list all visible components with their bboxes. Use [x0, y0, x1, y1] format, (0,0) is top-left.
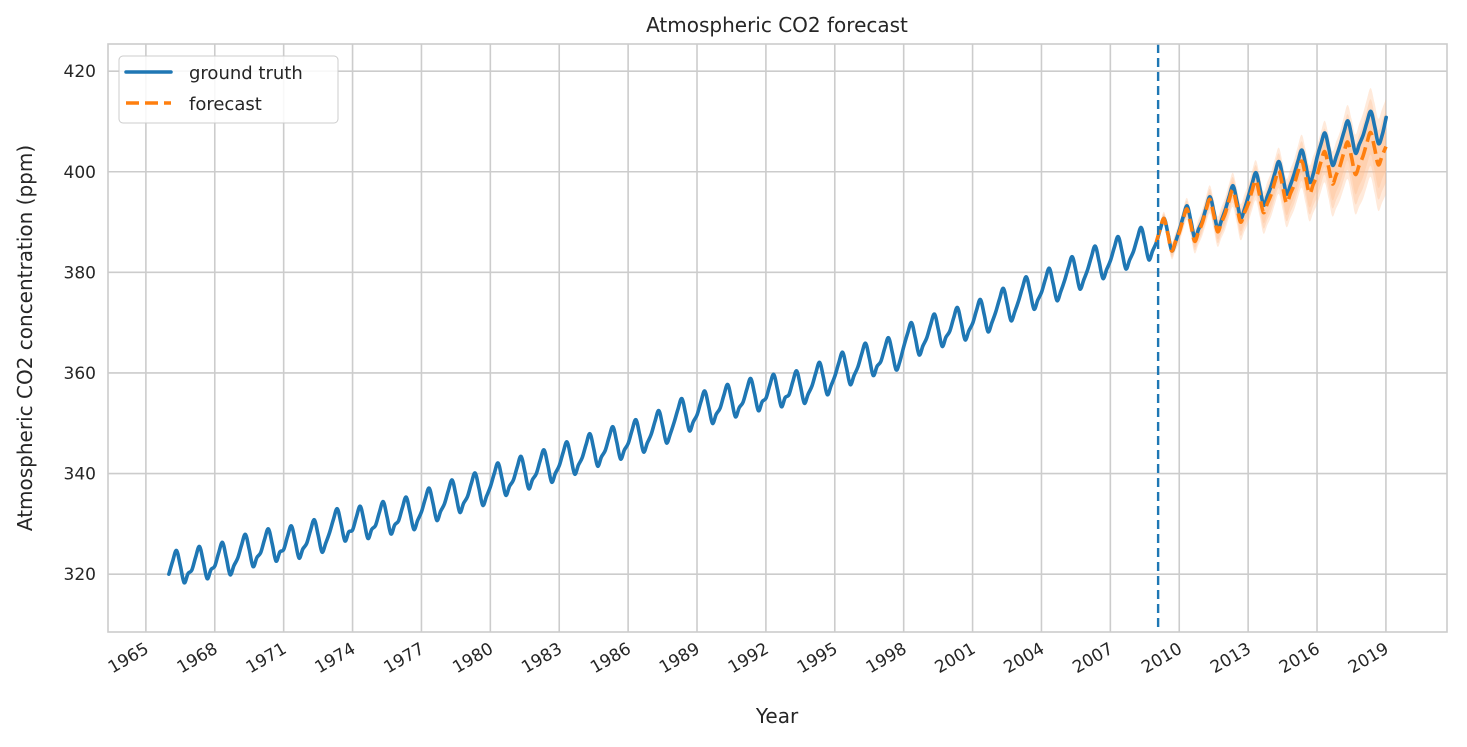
y-tick-label: 420: [64, 62, 96, 82]
x-tick-label: 1977: [380, 639, 427, 678]
x-tick-label: 2019: [1345, 639, 1392, 678]
y-tick-label: 380: [64, 263, 96, 283]
x-axis-label: Year: [755, 704, 799, 728]
y-tick-labels: 320 340 360 380 400 420: [64, 62, 96, 585]
x-tick-label: 2013: [1207, 639, 1254, 678]
x-tick-label: 1992: [725, 639, 772, 678]
chart-title: Atmospheric CO2 forecast: [646, 13, 908, 37]
x-tick-label: 2010: [1138, 639, 1185, 678]
x-tick-label: 2007: [1069, 639, 1116, 678]
y-tick-label: 400: [64, 163, 96, 183]
y-tick-label: 340: [64, 465, 96, 485]
y-tick-label: 320: [64, 565, 96, 585]
series-lines: [167, 44, 1388, 632]
legend-ground-truth-label: ground truth: [189, 63, 303, 84]
x-tick-label: 2001: [932, 639, 979, 678]
x-tick-label: 2004: [1000, 639, 1047, 678]
x-tick-label: 2016: [1276, 639, 1323, 678]
forecast-line: [1154, 130, 1388, 253]
x-tick-label: 1971: [243, 639, 290, 678]
x-tick-label: 1965: [105, 639, 152, 678]
x-tick-label: 1983: [518, 639, 565, 678]
y-tick-label: 360: [64, 364, 96, 384]
x-tick-label: 1980: [449, 639, 496, 678]
legend-forecast-label: forecast: [189, 94, 262, 115]
forecast-uncertainty-band-group: [1156, 88, 1386, 260]
x-tick-label: 1998: [863, 639, 910, 678]
legend-box: [118, 55, 339, 124]
x-tick-label: 1995: [794, 639, 841, 678]
x-tick-label: 1968: [174, 639, 221, 678]
y-axis-label: Atmospheric CO2 concentration (ppm): [13, 145, 37, 531]
grid: [108, 44, 1447, 632]
legend: ground truth forecast: [118, 55, 339, 124]
x-tick-label: 1974: [312, 639, 359, 678]
ground-truth-line: [167, 109, 1388, 585]
plot-frame: [107, 43, 1448, 633]
x-tick-labels: 1965 1968 1971 1974 1977 1980 1983 1986 1989 1992…: [105, 639, 1392, 678]
x-tick-label: 1986: [587, 639, 634, 678]
x-tick-label: 1989: [656, 639, 703, 678]
